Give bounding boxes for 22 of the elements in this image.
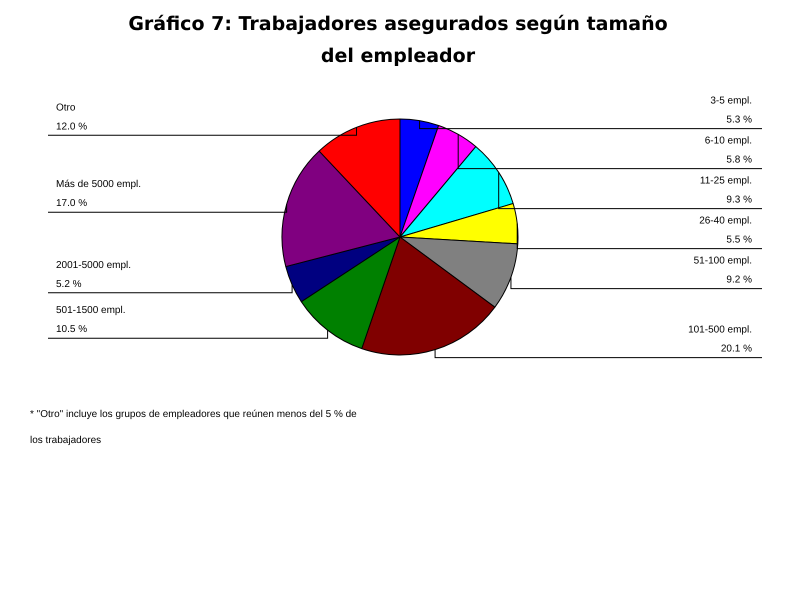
data-label: 17.0 % <box>56 198 88 210</box>
data-label: 5.5 % <box>726 234 752 246</box>
data-label: 5.8 % <box>726 154 752 166</box>
slice-label: 101-500 empl. <box>688 324 752 336</box>
slice-label: 26-40 empl. <box>699 216 752 227</box>
slice-label: 501-1500 empl. <box>56 305 126 316</box>
data-label: 20.1 % <box>720 344 752 355</box>
slice-label: Más de 5000 empl. <box>56 179 142 190</box>
slice-label: 3-5 empl. <box>710 96 752 107</box>
data-label: 5.2 % <box>56 278 82 290</box>
slice-label: 11-25 empl. <box>700 176 752 187</box>
data-label: 9.2 % <box>726 274 752 286</box>
data-label: 5.3 % <box>726 114 752 126</box>
slice-label: 51-100 empl. <box>694 256 752 267</box>
slice-label: Otro <box>56 102 76 114</box>
data-label: 10.5 % <box>56 324 88 336</box>
data-label: 9.3 % <box>726 194 752 206</box>
slice-label: 6-10 empl. <box>704 136 752 147</box>
data-label: 12.0 % <box>56 121 88 132</box>
slice-label: 2001-5000 empl. <box>56 260 132 271</box>
text: * "Otro" incluye los grupos de empleadores que reúnen menos del 5 % de los trabajadores <box>30 409 357 446</box>
chart-title: Gráfico 7: Trabajadores asegurados según tamaño del empleador <box>127 12 669 69</box>
